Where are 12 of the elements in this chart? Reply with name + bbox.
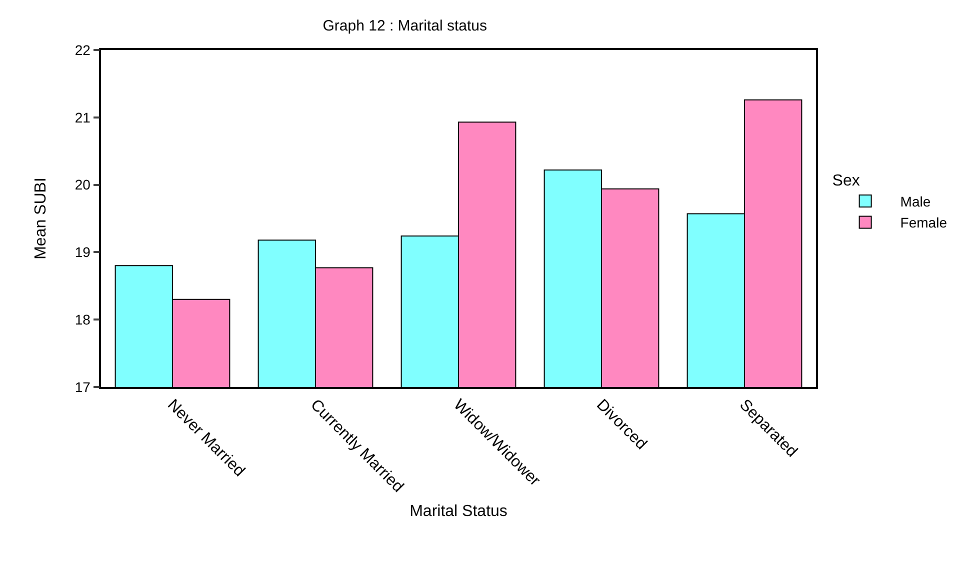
chart-title: Graph 12 : Marital status [322, 18, 488, 35]
y-tick-label: 21 [74, 109, 91, 126]
y-tick-label: 22 [74, 42, 91, 58]
y-axis-title: Mean SUBI [32, 178, 50, 260]
legend-label: Female [900, 214, 948, 231]
legend-title: Sex [832, 172, 860, 190]
y-tick-label: 18 [74, 312, 91, 328]
y-tick-label: 20 [74, 176, 91, 193]
legend-label: Male [900, 194, 931, 210]
x-axis-title: Marital Status [410, 503, 508, 520]
y-tick-label: 19 [74, 244, 91, 260]
y-tick-label: 17 [74, 378, 91, 395]
